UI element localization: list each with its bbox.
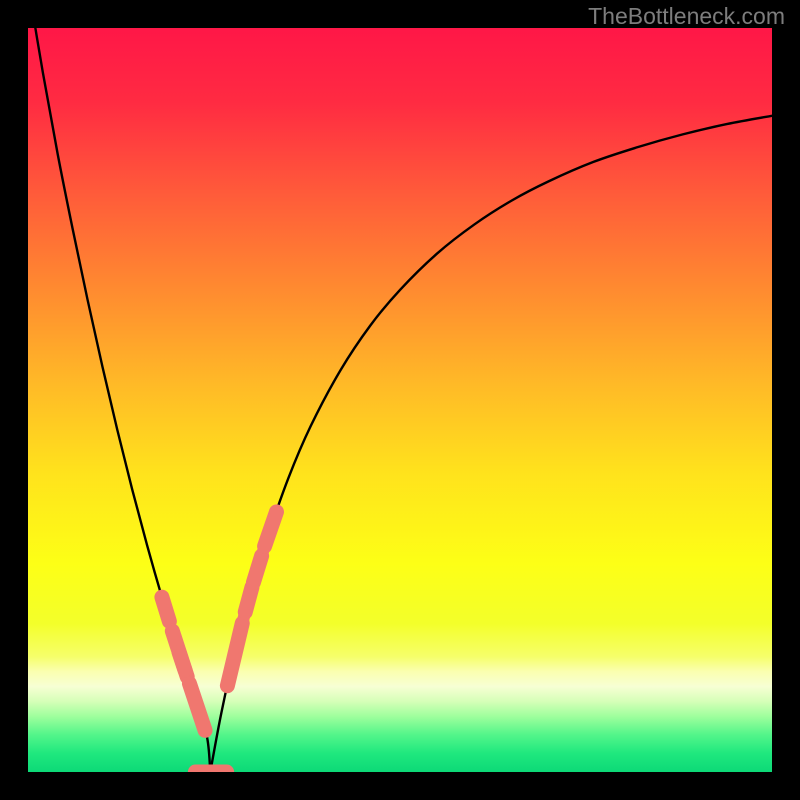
- curve-markers: [162, 512, 277, 772]
- watermark-text: TheBottleneck.com: [588, 3, 785, 30]
- bottleneck-curve: [28, 28, 772, 772]
- curve-marker: [162, 597, 169, 621]
- curve-marker: [227, 623, 242, 686]
- curve-marker: [179, 652, 185, 670]
- curve-marker: [265, 512, 277, 546]
- curve-marker: [245, 587, 252, 612]
- plot-area: [28, 28, 772, 772]
- curve-marker: [189, 683, 205, 730]
- chart-frame: TheBottleneck.com: [0, 0, 800, 800]
- curve-right-branch: [210, 116, 772, 772]
